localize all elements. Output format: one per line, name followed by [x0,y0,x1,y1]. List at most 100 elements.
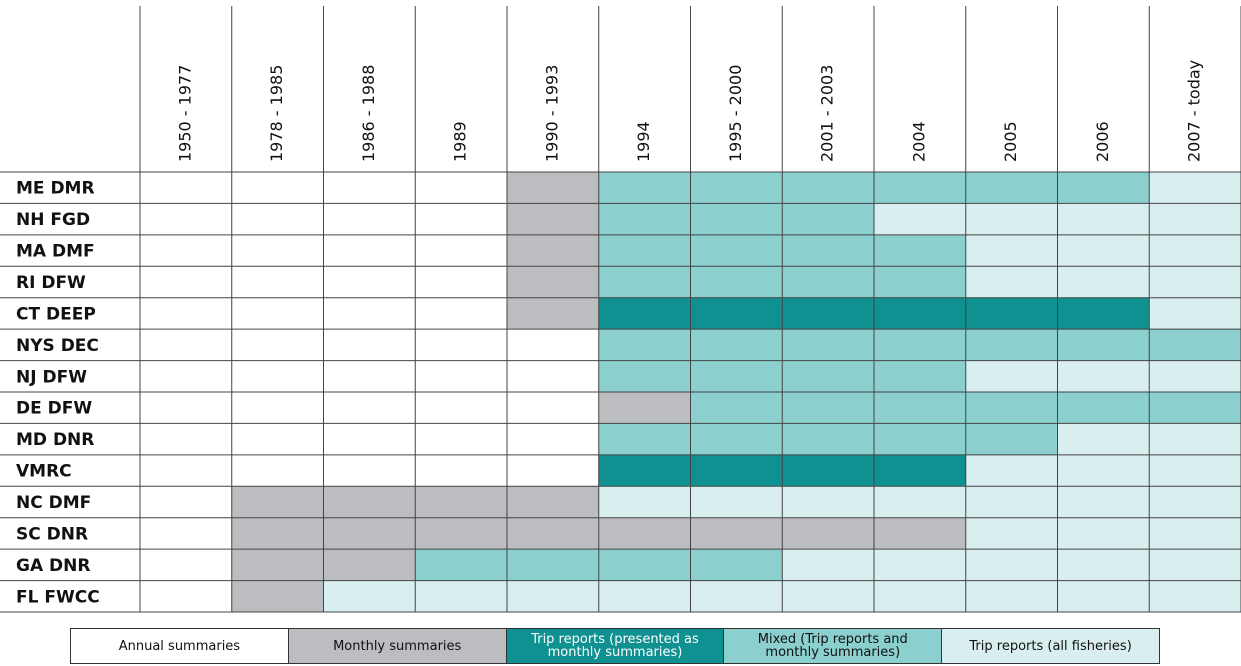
cell [507,486,599,518]
cell [231,234,324,267]
legend-item: Trip reports (all fisheries) [942,629,1159,663]
cell [1149,549,1241,581]
column-label: 1978 - 1985 [267,65,286,162]
cell [323,392,416,424]
cell [965,266,1058,298]
cell [782,517,874,550]
cell [323,360,416,392]
cell [507,266,599,298]
cell [231,486,324,518]
cell [323,203,416,235]
cell [1057,423,1150,455]
cell [965,423,1058,455]
cell [874,517,966,550]
cell [231,580,324,612]
cell [874,297,966,330]
cell [231,517,324,550]
cell [782,486,874,518]
cell [965,234,1058,267]
cell [1057,172,1150,204]
cell [782,203,874,235]
column-label: 2006 [1093,121,1112,162]
cell [1057,454,1150,487]
row-label: VMRC [16,462,72,482]
cell [323,172,416,204]
cell [1149,392,1241,424]
cell [965,392,1058,424]
cell [1149,203,1241,235]
cell [507,454,599,487]
cell [1149,297,1241,330]
cell [140,172,232,204]
cell [323,297,416,330]
cell [415,423,507,455]
cell [415,486,507,518]
row-label: MD DNR [16,430,94,450]
cell [140,234,232,267]
row-label: RI DFW [16,273,86,293]
column-label: 1986 - 1988 [359,65,378,162]
grid: ME DMR NH FGD MA DMF RI DFW CT DEEP NYS DEC NJ… [0,6,1241,613]
cell [507,392,599,424]
legend-item: Trip reports (presented as monthly summa… [506,629,725,663]
cell [140,360,232,392]
cell [598,580,691,612]
row-label: NYS DEC [16,336,99,356]
cell [690,392,783,424]
cell [874,580,966,612]
cell [598,423,691,455]
cell [782,329,874,361]
cell [415,360,507,392]
cell [782,266,874,298]
cell [782,360,874,392]
column-label: 1995 - 2000 [726,65,745,162]
cell [1057,517,1150,550]
cell [874,360,966,392]
column-label: 2001 - 2003 [818,65,837,162]
cell [231,423,324,455]
cell [1149,486,1241,518]
cell [598,203,691,235]
cell [415,297,507,330]
cell [507,360,599,392]
cell [1057,580,1150,612]
column-label: 1994 [634,121,653,162]
cell [874,329,966,361]
cell [1057,297,1150,330]
cell [690,517,783,550]
cell [415,580,507,612]
cell [323,517,416,550]
cell [231,203,324,235]
cell [140,454,232,487]
cell [598,486,691,518]
cell [323,266,416,298]
cell [323,549,416,581]
cell [965,203,1058,235]
column-label: 1989 [451,121,470,162]
cell [415,454,507,487]
cell [140,486,232,518]
cell [415,517,507,550]
cell [415,172,507,204]
cell [690,203,783,235]
cell [690,549,783,581]
cell [598,172,691,204]
cell [1057,266,1150,298]
cell [507,203,599,235]
row-label: NC DMF [16,493,91,513]
cell [140,266,232,298]
cell [690,297,783,330]
legend-item: Mixed (Trip reports and monthly summarie… [724,629,943,663]
cell [874,234,966,267]
cell [782,297,874,330]
cell [1149,266,1241,298]
cell [598,517,691,550]
cell [874,266,966,298]
cell [690,454,783,487]
cell [965,172,1058,204]
cell [1057,486,1150,518]
cell [231,329,324,361]
cell [1149,580,1241,612]
cell [965,580,1058,612]
cell [690,486,783,518]
